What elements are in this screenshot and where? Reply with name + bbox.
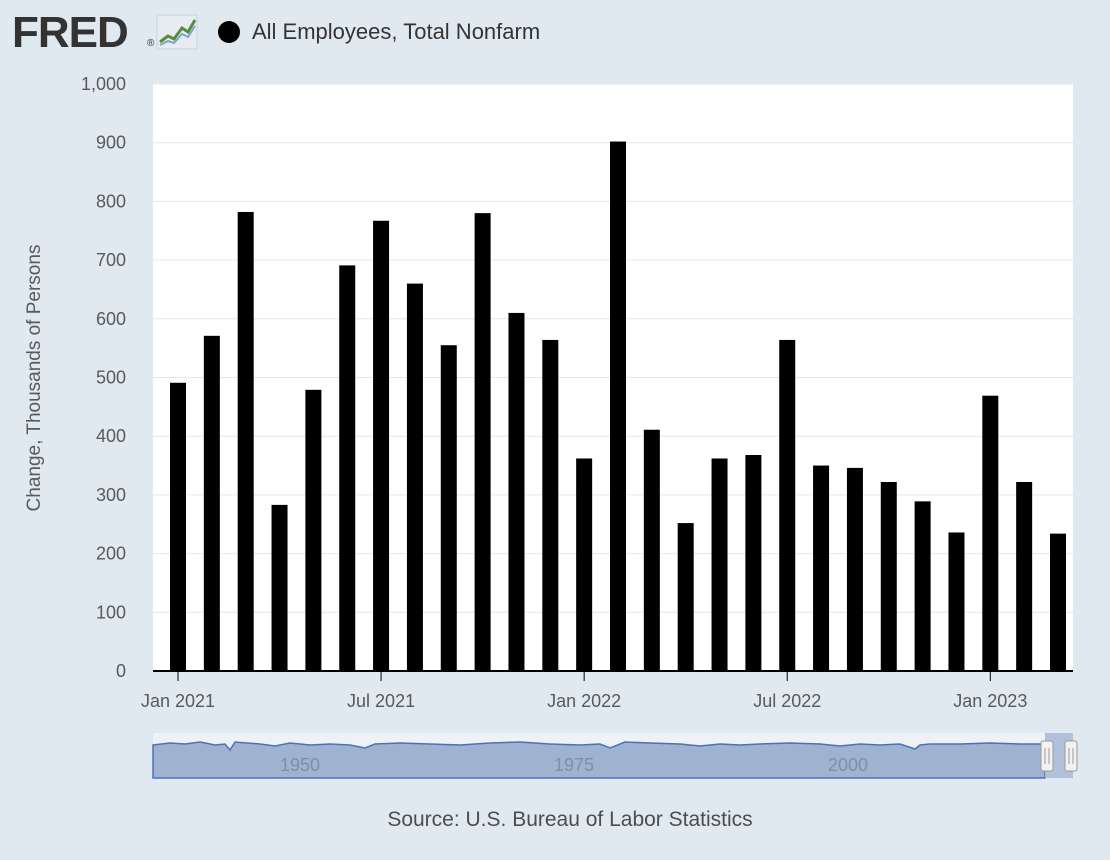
x-tick-label: Jan 2023 xyxy=(953,691,1027,711)
bar[interactable] xyxy=(779,339,796,671)
y-tick-label: 300 xyxy=(96,485,126,505)
y-tick-label: 900 xyxy=(96,133,126,153)
navigator-label: 2000 xyxy=(828,755,868,775)
bar[interactable] xyxy=(440,345,457,671)
bar[interactable] xyxy=(846,467,863,671)
y-tick-label: 500 xyxy=(96,368,126,388)
bar[interactable] xyxy=(237,211,254,671)
y-tick-labels: 0 100 200 300 400 500 600 700 800 900 1,000 xyxy=(81,74,126,681)
navigator-labels: 1950 1975 2000 xyxy=(280,755,868,775)
legend-marker xyxy=(218,21,240,43)
navigator[interactable]: 1950 1975 2000 xyxy=(152,733,1078,779)
bar[interactable] xyxy=(880,481,897,671)
bar[interactable] xyxy=(271,504,288,671)
chart-header: FRED ® All Employees, Total Nonfarm xyxy=(0,0,1110,70)
navigator-label: 1950 xyxy=(280,755,320,775)
y-tick-label: 600 xyxy=(96,309,126,329)
registered-mark: ® xyxy=(147,38,155,49)
bar[interactable] xyxy=(711,458,728,671)
fred-logo[interactable]: FRED xyxy=(12,8,129,57)
bar-chart: 0 100 200 300 400 500 600 700 800 900 1,000 Jan 20… xyxy=(24,74,1078,779)
bar[interactable] xyxy=(1016,481,1033,671)
navigator-handle-left[interactable] xyxy=(1040,740,1054,772)
y-tick-label: 400 xyxy=(96,426,126,446)
bar[interactable] xyxy=(1050,533,1066,671)
bar[interactable] xyxy=(914,501,931,671)
bar[interactable] xyxy=(542,339,559,671)
bar[interactable] xyxy=(813,465,830,671)
line-chart-icon xyxy=(156,14,198,50)
navigator-series xyxy=(152,741,1046,779)
y-tick-label: 100 xyxy=(96,602,126,622)
x-tick-labels: Jan 2021 Jul 2021 Jan 2022 Jul 2022 Jan 2023 xyxy=(141,671,1027,711)
bar[interactable] xyxy=(339,265,356,671)
x-tick-label: Jan 2022 xyxy=(547,691,621,711)
bar[interactable] xyxy=(643,429,660,671)
y-tick-label: 0 xyxy=(116,661,126,681)
navigator-handle-right[interactable] xyxy=(1064,740,1078,772)
bar[interactable] xyxy=(982,395,999,671)
x-tick-label: Jul 2021 xyxy=(347,691,415,711)
bars xyxy=(170,141,1066,671)
y-tick-label: 800 xyxy=(96,191,126,211)
bar[interactable] xyxy=(677,523,694,671)
navigator-label: 1975 xyxy=(554,755,594,775)
bar[interactable] xyxy=(406,283,423,671)
y-axis-label: Change, Thousands of Persons xyxy=(24,245,45,512)
bar[interactable] xyxy=(576,458,593,671)
bar[interactable] xyxy=(203,335,220,671)
source-note: Source: U.S. Bureau of Labor Statistics xyxy=(387,808,753,831)
bar[interactable] xyxy=(305,389,322,671)
y-tick-label: 700 xyxy=(96,250,126,270)
bar[interactable] xyxy=(745,454,762,671)
bar[interactable] xyxy=(170,382,186,671)
series-title[interactable]: All Employees, Total Nonfarm xyxy=(252,19,541,44)
bar[interactable] xyxy=(474,213,491,671)
x-tick-label: Jan 2021 xyxy=(141,691,215,711)
x-tick-label: Jul 2022 xyxy=(753,691,821,711)
bar[interactable] xyxy=(610,141,626,671)
y-tick-label: 1,000 xyxy=(81,74,126,94)
bar[interactable] xyxy=(948,532,965,671)
bar[interactable] xyxy=(508,312,525,671)
y-tick-label: 200 xyxy=(96,544,126,564)
bar[interactable] xyxy=(373,220,390,671)
